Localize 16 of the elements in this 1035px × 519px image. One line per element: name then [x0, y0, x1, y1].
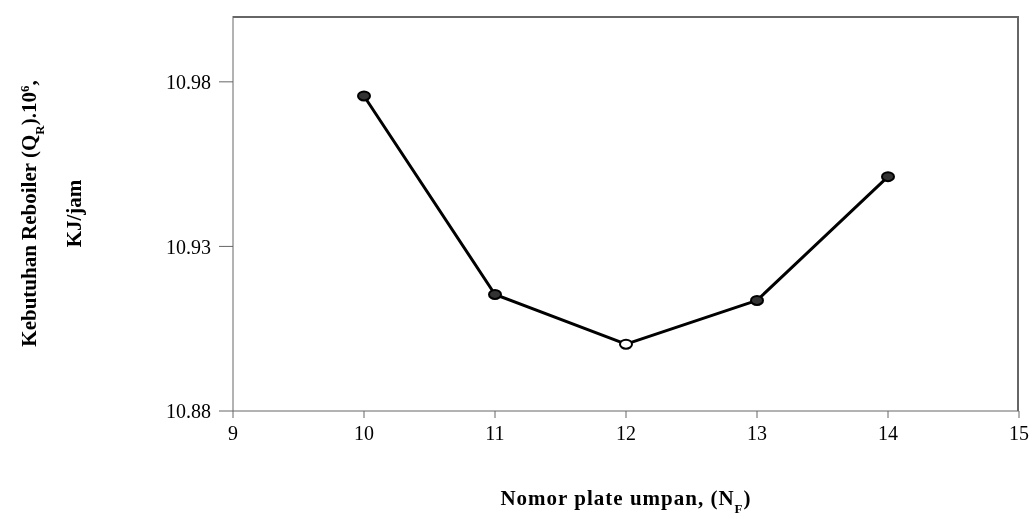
point: [619, 338, 633, 350]
x-tick-label: 11: [485, 422, 505, 445]
x-tick-label: 14: [878, 422, 898, 445]
point: [750, 294, 764, 306]
point: [881, 171, 895, 183]
x-tick-label: 9: [228, 422, 238, 445]
x-tick-label: 12: [616, 422, 636, 445]
point: [357, 90, 371, 102]
y-tick-label: 10.98: [166, 70, 211, 93]
x-axis-title: Nomor plate umpan, (N$_{F}$): [500, 486, 752, 516]
x-tick-label: 15: [1009, 422, 1029, 445]
y-tick-label: 10.93: [166, 235, 211, 258]
x-tick-label: 13: [747, 422, 767, 445]
x-tick-label: 10: [354, 422, 374, 445]
point: [488, 288, 502, 300]
y-tick-label: 10.88: [166, 400, 211, 423]
